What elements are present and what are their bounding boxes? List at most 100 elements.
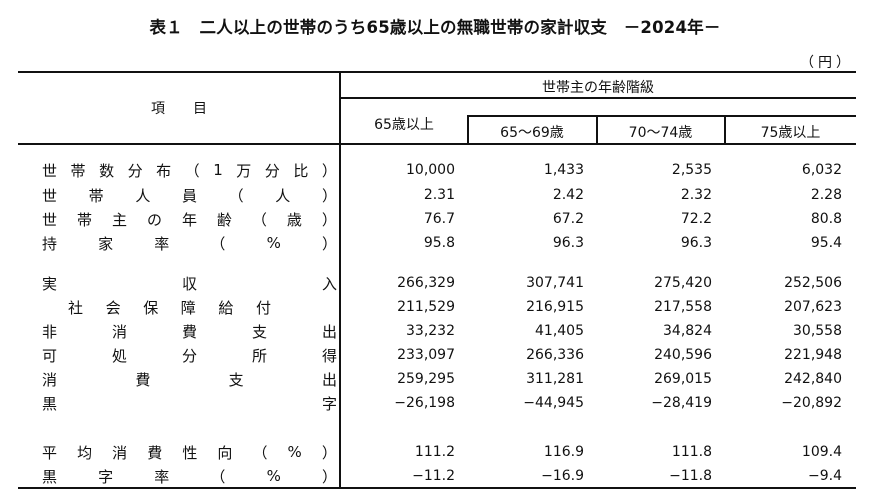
- row-label-char: 保: [143, 298, 159, 317]
- table-cell: 211,529: [397, 299, 455, 315]
- row-label-char: ）: [321, 234, 337, 253]
- row-label-char: 得: [321, 346, 337, 365]
- row-label-char: ）: [321, 467, 337, 486]
- table-cell: 96.3: [680, 235, 712, 251]
- row-label-char: （: [184, 161, 200, 180]
- row-label-char: 支: [228, 370, 244, 389]
- row-label-char: 年: [181, 210, 197, 229]
- header-item: 項 目: [151, 101, 207, 117]
- row-label-char: 収: [181, 274, 197, 293]
- row-label-char: %: [266, 234, 281, 252]
- row-label-char: 持: [42, 234, 58, 253]
- row-label-char: 分: [181, 346, 197, 365]
- row-label-char: 世: [42, 161, 58, 180]
- header-col-65plus: 65歳以上: [374, 117, 434, 133]
- table-cell: 242,840: [784, 371, 842, 387]
- group-divider: [340, 97, 856, 99]
- row-label-char: %: [266, 467, 281, 485]
- row-label: 黒 字 率 （% ）: [42, 465, 337, 487]
- unit-label: （円）: [800, 55, 854, 71]
- row-label-char: 出: [321, 322, 337, 341]
- row-label-char: 性: [182, 443, 198, 462]
- row-label-char: 均: [77, 443, 93, 462]
- row-label-char: 非: [42, 322, 58, 341]
- row-label-char: 員: [181, 186, 197, 205]
- subcol-top-rule: [468, 115, 856, 117]
- row-label-char: 1: [213, 161, 223, 179]
- header-col-65-69: 65～69歳: [500, 125, 564, 141]
- header-group: 世帯主の年齢階級: [542, 80, 654, 96]
- row-label-char: 字: [98, 467, 114, 486]
- table-cell: 2.31: [423, 187, 455, 203]
- row-label-char: の: [146, 210, 162, 229]
- row-label-char: 給: [218, 298, 234, 317]
- table-cell: 30,558: [793, 323, 842, 339]
- top-rule: [18, 71, 856, 73]
- row-label-char: ）: [321, 161, 337, 180]
- table-cell: 217,558: [654, 299, 712, 315]
- row-label-char: 分: [127, 161, 143, 180]
- row-label: 持 家 率 （% ）: [42, 232, 337, 254]
- table-cell: 252,506: [784, 275, 842, 291]
- row-label-char: %: [287, 443, 302, 461]
- row-label-char: 消: [112, 443, 128, 462]
- row-label-char: 消: [42, 370, 58, 389]
- row-label-char: 障: [180, 298, 196, 317]
- table-cell: 33,232: [406, 323, 455, 339]
- table-cell: 6,032: [801, 162, 842, 178]
- row-label-char: 平: [42, 443, 58, 462]
- table-cell: 259,295: [397, 371, 455, 387]
- row-label-char: ）: [321, 210, 337, 229]
- row-label-char: 家: [98, 234, 114, 253]
- row-label-char: 向: [217, 443, 233, 462]
- row-label-char: 字: [321, 394, 337, 413]
- row-label-char: 黒: [42, 467, 58, 486]
- table-cell: 307,741: [526, 275, 584, 291]
- row-label-char: 可: [42, 346, 58, 365]
- row-label-char: 分: [264, 161, 280, 180]
- header-col-70-74: 70～74歳: [628, 125, 693, 141]
- row-label-char: 入: [321, 274, 337, 293]
- row-label-char: 帯: [76, 210, 92, 229]
- table-cell: −28,419: [651, 395, 712, 411]
- row-label-char: 歳: [286, 210, 302, 229]
- table-cell: 2.32: [680, 187, 712, 203]
- row-label: 平均消費性向 （% ）: [42, 441, 337, 463]
- table-cell: 95.8: [423, 235, 455, 251]
- subcol-divider-1: [467, 115, 469, 144]
- table-cell: 233,097: [397, 347, 455, 363]
- table-cell: 266,329: [397, 275, 455, 291]
- table-cell: −11.2: [412, 468, 455, 484]
- subcol-divider-2: [596, 115, 598, 144]
- row-label-char: ）: [321, 186, 337, 205]
- row-label-char: 費: [135, 370, 151, 389]
- table-cell: −26,198: [394, 395, 455, 411]
- row-label: 可処分所得: [42, 344, 337, 366]
- row-label-char: 布: [156, 161, 172, 180]
- row-label-char: 出: [321, 370, 337, 389]
- row-label-char: 実: [42, 274, 58, 293]
- table-cell: 111.2: [414, 444, 455, 460]
- table-cell: 216,915: [526, 299, 584, 315]
- table-cell: 109.4: [801, 444, 842, 460]
- table-cell: 207,623: [784, 299, 842, 315]
- row-label-char: （: [210, 234, 226, 253]
- header-bottom-rule: [18, 143, 856, 145]
- row-label-char: （: [228, 186, 244, 205]
- table-cell: −11.8: [669, 468, 712, 484]
- row-label: 消費支出: [42, 368, 337, 390]
- table-cell: −20,892: [781, 395, 842, 411]
- row-label-char: 率: [154, 234, 170, 253]
- table-cell: 269,015: [654, 371, 712, 387]
- item-column-divider: [339, 72, 341, 488]
- row-label-char: ）: [321, 443, 337, 462]
- table-cell: −44,945: [523, 395, 584, 411]
- row-label-char: 社: [68, 298, 84, 317]
- table-cell: 34,824: [663, 323, 712, 339]
- table-cell: 80.8: [810, 211, 842, 227]
- row-label-char: 主: [111, 210, 127, 229]
- row-label-char: 齢: [216, 210, 232, 229]
- row-label: 世 帯 人 員 （ 人 ）: [42, 184, 337, 206]
- row-label-char: 帯: [70, 161, 86, 180]
- row-label-char: 万: [236, 161, 252, 180]
